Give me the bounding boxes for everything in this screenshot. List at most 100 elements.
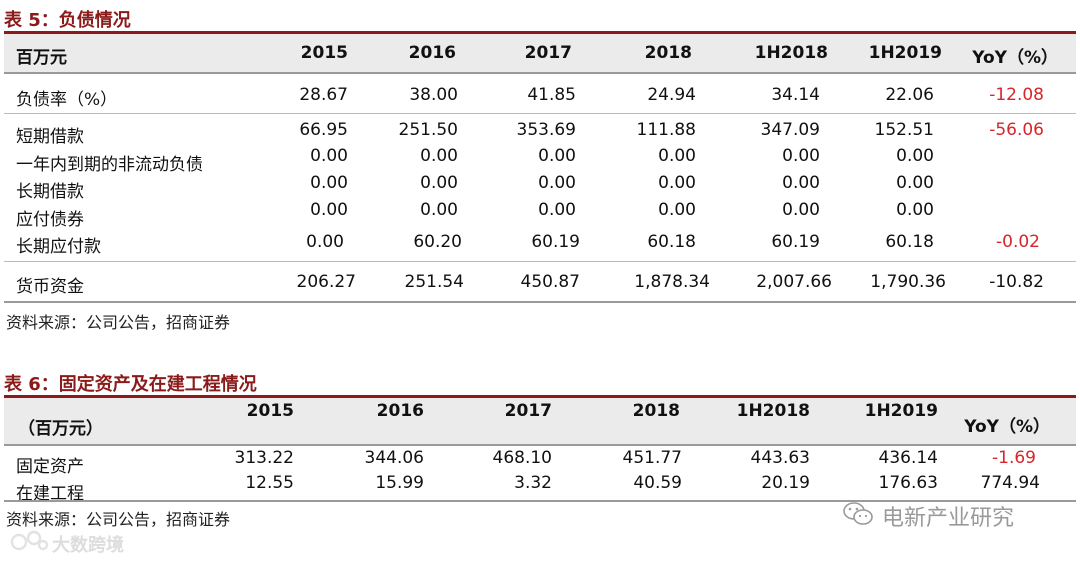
cell-1h2019: 176.63 <box>878 473 938 493</box>
cell-2015: 0.00 <box>310 146 348 166</box>
cell-yoy: -12.08 <box>989 85 1044 105</box>
cell-2015: 313.22 <box>234 448 294 468</box>
row-label: 在建工程 <box>16 484 84 504</box>
cell-1h2019: 0.00 <box>896 173 934 193</box>
cell-2017: 468.10 <box>492 448 552 468</box>
row-label: 长期借款 <box>16 182 84 202</box>
cell-1h2018: 2,007.66 <box>756 272 832 292</box>
cell-2018: 0.00 <box>658 146 696 166</box>
cell-2017: 41.85 <box>527 85 576 105</box>
table5-header-rule <box>4 72 1076 74</box>
brand-logo-icon <box>10 530 49 551</box>
cell-2016: 0.00 <box>420 146 458 166</box>
cell-2016: 251.54 <box>404 272 464 292</box>
cell-2017: 0.00 <box>538 146 576 166</box>
table5-header-2016: 2016 <box>408 43 456 63</box>
cell-1h2019: 436.14 <box>878 448 938 468</box>
table5-divider <box>4 261 1076 262</box>
cell-yoy: -10.82 <box>989 272 1044 292</box>
cell-1h2018: 34.14 <box>771 85 820 105</box>
cell-2017: 353.69 <box>516 120 576 140</box>
cell-yoy: -56.06 <box>989 120 1044 140</box>
row-label: 货币资金 <box>16 277 84 297</box>
cell-1h2018: 347.09 <box>760 120 820 140</box>
cell-2018: 24.94 <box>647 85 696 105</box>
table5-top-rule <box>4 31 1076 34</box>
wechat-icon <box>843 502 873 525</box>
cell-2015: 0.00 <box>306 232 344 252</box>
cell-1h2019: 60.18 <box>885 232 934 252</box>
cell-2016: 38.00 <box>409 85 458 105</box>
table6-header-row: （百万元） 2015 2016 2017 2018 1H2018 1H2019 … <box>4 398 1076 444</box>
row-label: 长期应付款 <box>16 237 101 257</box>
cell-1h2019: 0.00 <box>896 146 934 166</box>
table6-header-2016: 2016 <box>376 401 424 421</box>
table5-header-1h2018: 1H2018 <box>754 43 828 63</box>
table6-top-rule <box>4 395 1076 398</box>
cell-2018: 60.18 <box>647 232 696 252</box>
cell-1h2018: 0.00 <box>782 146 820 166</box>
cell-1h2018: 20.19 <box>761 473 810 493</box>
cell-2015: 12.55 <box>245 473 294 493</box>
cell-2016: 344.06 <box>364 448 424 468</box>
row-label: 负债率（%） <box>16 90 118 110</box>
row-label: 固定资产 <box>16 457 84 477</box>
cell-2018: 0.00 <box>658 173 696 193</box>
cell-yoy: 774.94 <box>980 473 1040 493</box>
table5-header-row: 百万元 2015 2016 2017 2018 1H2018 1H2019 Yo… <box>4 34 1076 72</box>
table6-header-rule <box>4 444 1076 446</box>
cell-2017: 3.32 <box>514 473 552 493</box>
cell-2018: 40.59 <box>633 473 682 493</box>
table6-source: 资料来源：公司公告，招商证券 <box>6 510 231 529</box>
table6-header-yoy: YoY（%） <box>964 417 1050 437</box>
cell-1h2019: 22.06 <box>885 85 934 105</box>
cell-1h2018: 0.00 <box>782 173 820 193</box>
table5-header-2017: 2017 <box>524 43 572 63</box>
cell-1h2018: 443.63 <box>750 448 810 468</box>
cell-2018: 451.77 <box>622 448 682 468</box>
cell-2015: 0.00 <box>310 173 348 193</box>
table5-header-2015: 2015 <box>300 43 348 63</box>
table5-divider <box>4 113 1076 114</box>
table5-title: 表 5：负债情况 <box>4 10 131 31</box>
corner-watermark: 大数跨境 <box>52 535 124 556</box>
row-label: 一年内到期的非流动负债 <box>16 155 203 175</box>
cell-1h2019: 152.51 <box>874 120 934 140</box>
table6-header-2017: 2017 <box>504 401 552 421</box>
cell-2015: 28.67 <box>299 85 348 105</box>
cell-1h2019: 0.00 <box>896 200 934 220</box>
cell-1h2018: 0.00 <box>782 200 820 220</box>
cell-2016: 0.00 <box>420 173 458 193</box>
cell-2016: 251.50 <box>398 120 458 140</box>
table5-header-1h2019: 1H2019 <box>868 43 942 63</box>
cell-2018: 1,878.34 <box>634 272 710 292</box>
table6-bottom-rule <box>4 500 1076 502</box>
cell-2015: 66.95 <box>299 120 348 140</box>
cell-2016: 15.99 <box>375 473 424 493</box>
table5-source: 资料来源：公司公告，招商证券 <box>6 313 231 332</box>
cell-2018: 0.00 <box>658 200 696 220</box>
cell-2015: 0.00 <box>310 200 348 220</box>
cell-2015: 206.27 <box>296 272 356 292</box>
table6-header-2018: 2018 <box>632 401 680 421</box>
table5-bottom-rule <box>4 301 1076 303</box>
table6-header-2015: 2015 <box>246 401 294 421</box>
table6-header-1h2019: 1H2019 <box>864 401 938 421</box>
cell-2018: 111.88 <box>636 120 696 140</box>
table5-header-unit: 百万元 <box>16 48 67 68</box>
row-label: 短期借款 <box>16 127 84 147</box>
cell-2017: 450.87 <box>520 272 580 292</box>
cell-yoy: -1.69 <box>992 448 1036 468</box>
cell-2016: 0.00 <box>420 200 458 220</box>
table6-title: 表 6：固定资产及在建工程情况 <box>4 374 257 395</box>
cell-2017: 0.00 <box>538 200 576 220</box>
cell-1h2019: 1,790.36 <box>870 272 946 292</box>
table6-header-1h2018: 1H2018 <box>736 401 810 421</box>
cell-2017: 0.00 <box>538 173 576 193</box>
table6-header-unit: （百万元） <box>18 419 103 439</box>
table5-header-yoy: YoY（%） <box>972 48 1058 68</box>
cell-yoy: -0.02 <box>996 232 1040 252</box>
cell-2016: 60.20 <box>413 232 462 252</box>
row-label: 应付债券 <box>16 210 84 230</box>
wechat-watermark: 电新产业研究 <box>882 506 1015 531</box>
